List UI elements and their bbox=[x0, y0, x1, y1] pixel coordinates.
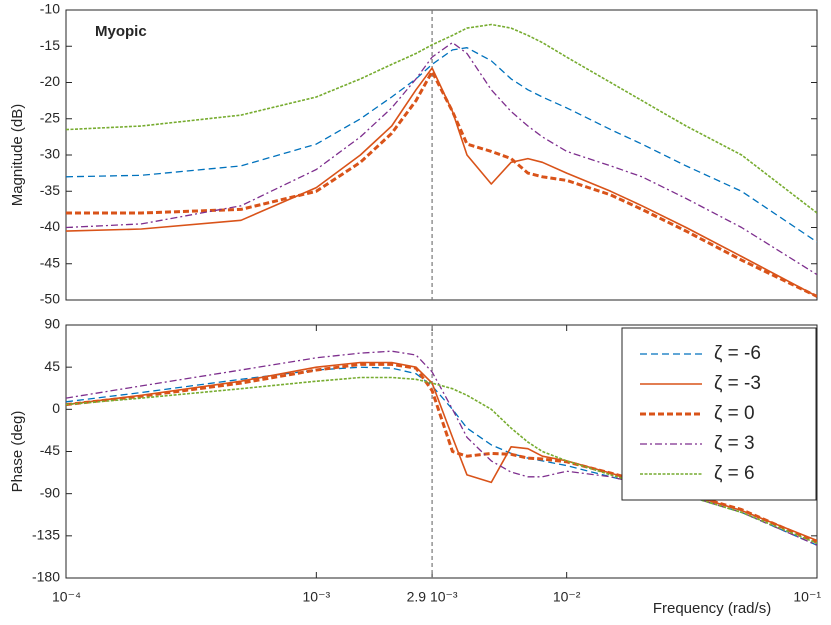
x-tick-label: 2.9 10⁻³ bbox=[407, 589, 458, 605]
y-tick-label: -90 bbox=[40, 484, 60, 500]
x-tick-label: 10⁻⁴ bbox=[52, 589, 81, 605]
y-axis-label: Phase (deg) bbox=[9, 411, 26, 493]
y-tick-label: -20 bbox=[40, 73, 60, 89]
y-tick-label: 45 bbox=[44, 358, 60, 374]
series-line bbox=[66, 47, 817, 243]
legend-label: ζ = 0 bbox=[714, 403, 755, 424]
x-tick-label: 10⁻³ bbox=[303, 589, 331, 605]
y-tick-label: -35 bbox=[40, 182, 60, 198]
series-line bbox=[66, 41, 817, 276]
annotation: Myopic bbox=[95, 23, 147, 40]
y-tick-label: -25 bbox=[40, 109, 60, 125]
x-tick-label: 10⁻¹ bbox=[793, 589, 821, 605]
y-tick-label: -15 bbox=[40, 37, 60, 53]
legend-label: ζ = 6 bbox=[714, 463, 755, 484]
y-tick-label: -30 bbox=[40, 146, 60, 162]
y-tick-label: -10 bbox=[40, 1, 60, 17]
series-line bbox=[66, 23, 817, 214]
legend-label: ζ = 3 bbox=[714, 433, 755, 454]
plot-frame bbox=[65, 9, 818, 301]
y-tick-label: -40 bbox=[40, 218, 60, 234]
y-tick-label: -135 bbox=[32, 527, 60, 543]
y-tick-label: 0 bbox=[52, 400, 60, 416]
y-tick-label: 90 bbox=[44, 316, 60, 332]
y-tick-label: -50 bbox=[40, 291, 60, 307]
y-tick-label: -45 bbox=[40, 254, 60, 270]
series-line bbox=[66, 70, 817, 298]
series-line bbox=[66, 67, 817, 298]
x-tick-label: 10⁻² bbox=[553, 589, 581, 605]
legend-label: ζ = -3 bbox=[714, 373, 761, 394]
legend-label: ζ = -6 bbox=[714, 343, 761, 364]
x-axis-label: Frequency (rad/s) bbox=[653, 600, 771, 617]
y-axis-label: Magnitude (dB) bbox=[9, 104, 26, 207]
y-tick-label: -45 bbox=[40, 442, 60, 458]
y-tick-label: -180 bbox=[32, 569, 60, 585]
